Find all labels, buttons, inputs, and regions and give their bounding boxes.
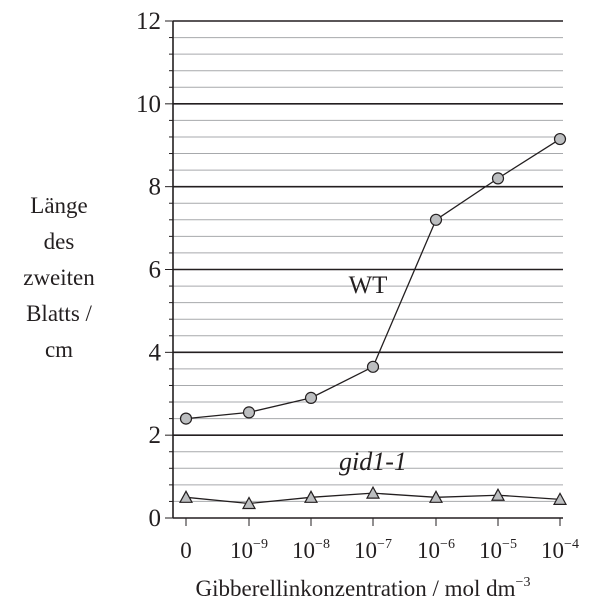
y-tick-label: 10 <box>136 91 161 118</box>
x-tick-label: 10−6 <box>417 537 455 563</box>
y-tick-label: 8 <box>149 174 162 201</box>
x-tick-label: 0 <box>180 538 192 563</box>
series-layer <box>178 132 568 510</box>
gridlines <box>173 20 563 502</box>
y-axis-label: Länge des zweiten Blatts / cm <box>0 188 118 368</box>
x-tick-label: 10−7 <box>354 537 392 563</box>
x-tick-label: 10−4 <box>541 537 579 563</box>
data-point-triangle <box>490 487 506 501</box>
x-tick-label: 10−9 <box>230 537 268 563</box>
data-point-circle <box>429 213 443 226</box>
y-tick-label: 0 <box>149 505 162 532</box>
data-point-triangle <box>428 490 444 503</box>
y-tick-label: 6 <box>149 257 162 284</box>
series-label-gid1: gid1-1 <box>339 447 407 476</box>
y-axis-label-line: cm <box>44 337 74 362</box>
labels-layer: 0 2 4 6 8 10 12 0 10−9 10−8 10−7 10−6 10−5 10−4 Gibber… <box>136 8 579 601</box>
data-point-triangle <box>303 490 319 503</box>
x-tick-label: 10−8 <box>292 537 330 563</box>
data-point-triangle <box>178 490 194 503</box>
data-point-circle <box>304 391 318 404</box>
y-tick-label: 12 <box>136 8 161 35</box>
y-tick-label: 2 <box>149 422 162 449</box>
y-axis-label-line: des <box>43 229 75 254</box>
data-point-circle <box>491 172 505 185</box>
x-tick-label: 10−5 <box>479 537 517 563</box>
y-tick-label: 4 <box>149 339 162 366</box>
x-axis-title: Gibberellinkonzentration / mol dm−3 <box>196 575 531 601</box>
series-label-wt: WT <box>349 272 388 299</box>
data-point-circle <box>179 412 193 425</box>
data-point-circle <box>242 406 256 419</box>
data-point-triangle <box>552 492 568 505</box>
y-axis-label-line: Länge <box>30 193 88 218</box>
data-point-triangle <box>241 496 257 510</box>
axes <box>165 20 563 526</box>
data-point-triangle <box>365 485 381 499</box>
y-axis-label-line: Blatts / <box>26 301 92 326</box>
data-point-circle <box>553 132 567 146</box>
data-point-circle <box>366 360 380 373</box>
y-axis-label-line: zweiten <box>23 265 95 290</box>
